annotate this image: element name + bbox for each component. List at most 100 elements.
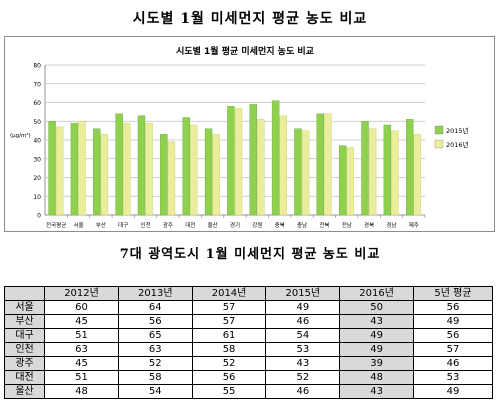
bar-chart: 시도별 1월 평균 미세먼지 농도 비교 0 10 20 30 40 50 60 70 80 (μg… [4, 36, 495, 232]
value-cell: 51 [44, 370, 119, 385]
bar-2015년-울산 [204, 128, 213, 216]
value-cell: 57 [191, 300, 267, 315]
city-cell: 광주 [3, 356, 46, 371]
value-cell: 48 [339, 370, 414, 385]
city-cell: 대구 [3, 328, 46, 343]
value-cell: 50 [339, 300, 414, 315]
y-tick-label: 30 [33, 156, 41, 163]
bar-2015년-대전 [182, 117, 190, 216]
y-axis-label: (μg/m³) [10, 132, 31, 139]
x-tick-label: 전남 [342, 221, 352, 229]
bar-2016년-전남 [346, 147, 354, 216]
x-tick-label: 인천 [141, 221, 151, 229]
bar-2015년-대구 [115, 113, 123, 216]
bar-2015년-경남 [383, 124, 392, 216]
value-cell: 57 [412, 342, 494, 357]
y-tick-label: 50 [33, 119, 41, 126]
bar-2016년-대구 [123, 122, 131, 216]
value-cell: 54 [117, 384, 193, 399]
city-cell: 인천 [3, 342, 46, 357]
legend-swatch [434, 139, 444, 149]
column-header: 5년 평균 [412, 286, 494, 301]
x-tick-label: 서울 [73, 221, 83, 229]
value-cell: 45 [44, 314, 119, 329]
pm-concentration-table: 2012년 2013년 2014년 2015년 2016년 5년 평균 서울 60 64 57 4… [3, 286, 494, 399]
column-header: 2016년 [339, 286, 414, 301]
y-tick-label: 10 [33, 194, 41, 201]
value-cell: 54 [265, 328, 341, 343]
value-cell: 63 [117, 342, 193, 357]
bar-2015년-경북 [361, 121, 369, 216]
bar-2016년-전북 [324, 113, 332, 216]
bar-2016년-제주 [413, 134, 422, 216]
table-header-row: 2012년 2013년 2014년 2015년 2016년 5년 평균 [3, 286, 494, 301]
value-cell: 52 [265, 370, 341, 385]
value-cell: 65 [117, 328, 193, 343]
bar-2015년-전국평균 [48, 121, 56, 216]
value-cell: 49 [412, 314, 494, 329]
table-row: 부산 45 56 57 46 43 49 [3, 314, 494, 329]
x-tick-label: 울산 [208, 221, 218, 229]
value-cell: 61 [191, 328, 267, 343]
value-cell: 56 [117, 314, 193, 329]
value-cell: 45 [44, 356, 119, 371]
value-cell: 64 [117, 300, 193, 315]
value-cell: 60 [44, 300, 119, 315]
x-tick-label: 경북 [364, 222, 374, 229]
x-tick-label: 광주 [163, 222, 173, 229]
legend-label: 2015년 [446, 126, 469, 135]
x-tick-label: 제주 [409, 221, 419, 229]
table-row: 대구 51 65 61 54 49 56 [3, 328, 494, 343]
value-cell: 51 [44, 328, 119, 343]
page-title: 시도별 1월 미세먼지 평균 농도 비교 [132, 11, 368, 27]
value-cell: 56 [412, 328, 494, 343]
value-cell: 56 [412, 300, 494, 315]
value-cell: 55 [191, 384, 267, 399]
table-body: 서울 60 64 57 49 50 56 부산 45 56 57 46 43 49 대구 51 65 61 54 49… [3, 300, 494, 399]
y-tick-label: 70 [33, 81, 41, 88]
value-cell: 56 [191, 370, 267, 385]
value-cell: 46 [265, 384, 341, 399]
city-cell: 부산 [3, 314, 46, 329]
bar-2016년-강원 [257, 119, 265, 216]
column-header: 2014년 [191, 286, 267, 301]
value-cell: 53 [412, 370, 494, 385]
legend-swatch [434, 125, 444, 135]
bar-2016년-부산 [100, 134, 109, 216]
bar-2015년-강원 [249, 104, 257, 216]
city-cell: 대전 [3, 370, 46, 385]
value-cell: 46 [265, 314, 341, 329]
table-row: 울산 48 54 55 46 43 49 [3, 384, 494, 399]
city-cell: 울산 [3, 384, 46, 399]
value-cell: 46 [412, 356, 494, 371]
table-row: 서울 60 64 57 49 50 56 [3, 300, 494, 315]
value-cell: 43 [339, 384, 414, 399]
x-tick-label: 충남 [297, 221, 307, 229]
y-tick-label: 80 [33, 63, 41, 70]
bar-2016년-경남 [391, 130, 399, 216]
bar-2015년-광주 [160, 134, 168, 216]
bar-2015년-인천 [137, 115, 146, 216]
table-row: 인천 63 63 58 53 49 57 [3, 342, 494, 357]
value-cell: 48 [44, 384, 119, 399]
value-cell: 52 [117, 356, 193, 371]
corner-cell [3, 286, 46, 301]
bar-2016년-서울 [78, 121, 86, 216]
bar-2016년-경북 [368, 128, 377, 216]
table-row: 대전 51 58 56 52 48 53 [3, 370, 494, 385]
chart-title: 시도별 1월 평균 미세먼지 농도 비교 [176, 45, 314, 57]
bar-2016년-울산 [212, 134, 220, 216]
bar-2016년-충남 [301, 130, 310, 216]
value-cell: 49 [265, 300, 341, 315]
y-tick-label: 20 [33, 175, 41, 182]
value-cell: 58 [191, 342, 267, 357]
value-cell: 39 [339, 356, 414, 371]
value-cell: 57 [191, 314, 267, 329]
value-cell: 53 [265, 342, 341, 357]
x-tick-label: 대전 [185, 221, 195, 229]
value-cell: 49 [412, 384, 494, 399]
y-tick-label: 40 [33, 138, 41, 145]
table-row: 광주 45 52 52 43 39 46 [3, 356, 494, 371]
x-tick-label: 대구 [118, 221, 128, 229]
bar-2015년-서울 [70, 122, 79, 216]
